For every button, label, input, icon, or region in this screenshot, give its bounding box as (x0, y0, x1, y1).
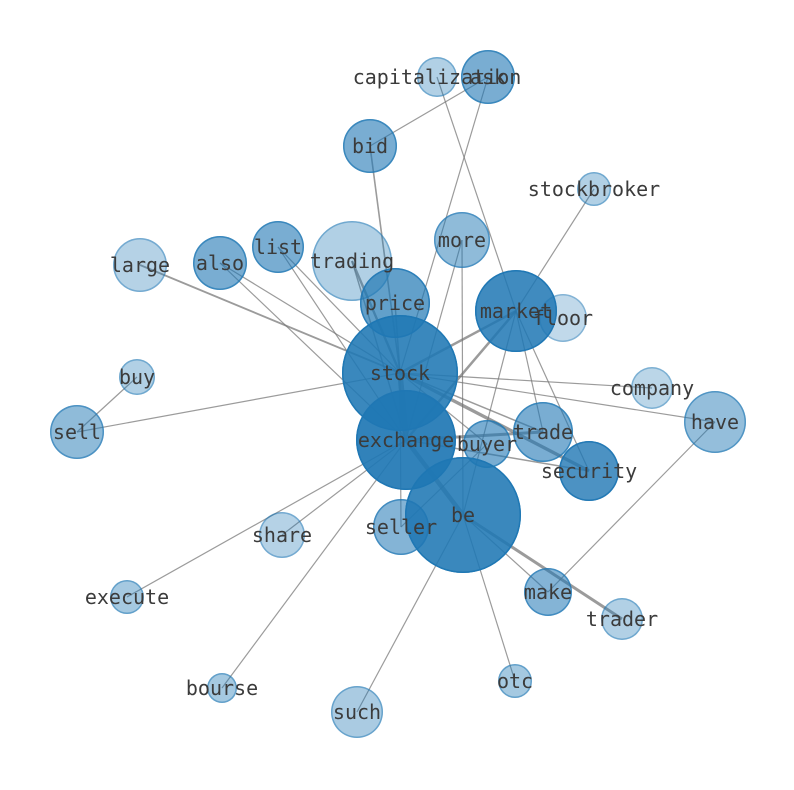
edge-exchange-execute (126, 439, 407, 598)
node-label-share: share (251, 523, 313, 547)
node-label-price: price (364, 291, 426, 315)
node-label-be: be (450, 503, 476, 527)
node-label-make: make (523, 580, 573, 604)
node-label-stockbroker: stockbroker (527, 177, 661, 201)
node-label-stock: stock (369, 361, 431, 385)
node-security (559, 441, 619, 501)
node-also (193, 236, 247, 290)
node-bourse (207, 673, 237, 703)
node-label-floor: floor (532, 306, 594, 330)
node-execute (110, 580, 144, 614)
node-label-ask: ask (469, 65, 507, 89)
node-label-such: such (332, 700, 382, 724)
node-label-exchange: exchange (357, 428, 455, 452)
node-bid (343, 119, 397, 173)
node-label-also: also (195, 251, 245, 275)
node-label-list: list (253, 235, 303, 259)
node-have (684, 391, 746, 453)
node-label-bid: bid (351, 134, 389, 158)
node-otc (498, 664, 532, 698)
node-seller (373, 499, 429, 555)
node-such (331, 686, 383, 738)
node-stockbroker (577, 172, 611, 206)
node-label-trade: trade (512, 420, 574, 444)
node-label-trader: trader (585, 607, 659, 631)
node-label-have: have (690, 410, 740, 434)
node-label-buyer: buyer (456, 432, 518, 456)
node-label-more: more (437, 228, 487, 252)
node-label-otc: otc (496, 669, 534, 693)
edge-have-make (547, 421, 716, 593)
node-floor (539, 294, 587, 342)
node-trader (601, 598, 643, 640)
node-label-bourse: bourse (185, 676, 259, 700)
node-more (434, 212, 490, 268)
node-label-trading: trading (309, 249, 395, 273)
node-large (113, 238, 167, 292)
node-label-capitalization: capitalization (352, 65, 522, 89)
node-list (252, 221, 304, 273)
node-label-large: large (109, 253, 171, 277)
node-label-market: market (479, 299, 553, 323)
node-label-company: company (609, 376, 695, 400)
node-label-execute: execute (84, 585, 170, 609)
edge-exchange-bourse (221, 439, 407, 689)
node-label-sell: sell (52, 420, 102, 444)
node-make (524, 568, 572, 616)
node-share (259, 512, 305, 558)
node-market (475, 270, 557, 352)
node-capitalization (417, 57, 457, 97)
node-label-security: security (540, 459, 638, 483)
node-company (631, 367, 673, 409)
node-label-seller: seller (364, 515, 438, 539)
node-trade (513, 402, 573, 462)
node-sell (50, 405, 104, 459)
node-label-buy: buy (118, 365, 156, 389)
node-buy (119, 359, 155, 395)
node-ask (461, 50, 515, 104)
